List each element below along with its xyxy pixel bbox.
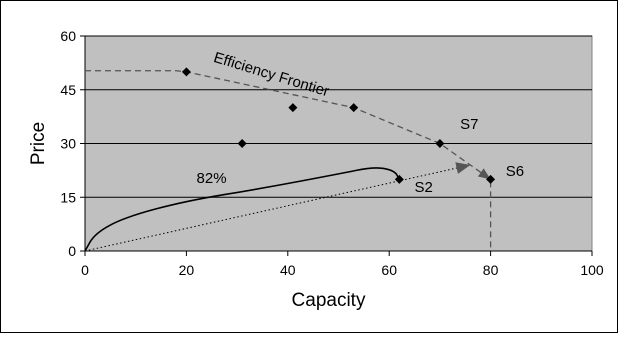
annotation-label: S2 bbox=[415, 179, 433, 196]
data-point bbox=[486, 174, 496, 184]
data-point bbox=[349, 103, 359, 113]
gridlines bbox=[85, 35, 592, 198]
annotation-label: 82% bbox=[197, 170, 227, 187]
chart-series bbox=[84, 67, 496, 252]
y-tick-label: 15 bbox=[60, 189, 76, 205]
data-point bbox=[237, 139, 247, 148]
efficiency-curve bbox=[84, 167, 401, 252]
tick-labels: 0 20 40 60 80 100 0 15 30 45 60 bbox=[60, 28, 603, 278]
efficiency-arrow-line bbox=[84, 164, 471, 252]
x-axis-title: Capacity bbox=[292, 290, 366, 311]
y-tick-label: 30 bbox=[60, 136, 76, 152]
x-tick-label: 40 bbox=[280, 262, 296, 278]
x-tick-label: 100 bbox=[580, 262, 604, 278]
y-axis-title: Price bbox=[28, 122, 49, 165]
data-point bbox=[394, 174, 404, 184]
x-tick-label: 80 bbox=[483, 262, 499, 278]
data-point bbox=[435, 139, 445, 148]
y-tick-label: 60 bbox=[60, 28, 76, 44]
data-point bbox=[181, 67, 191, 77]
annotation-label: S7 bbox=[460, 116, 478, 133]
annotation-label: S6 bbox=[506, 163, 524, 180]
x-tick-label: 0 bbox=[81, 262, 89, 278]
x-tick-label: 60 bbox=[381, 262, 397, 278]
data-point bbox=[288, 103, 298, 113]
y-tick-label: 45 bbox=[60, 82, 76, 98]
efficiency-arrow-head bbox=[455, 162, 471, 174]
x-tick-label: 20 bbox=[179, 262, 195, 278]
y-tick-label: 0 bbox=[68, 243, 76, 259]
frontier-arrow-head bbox=[477, 168, 491, 180]
